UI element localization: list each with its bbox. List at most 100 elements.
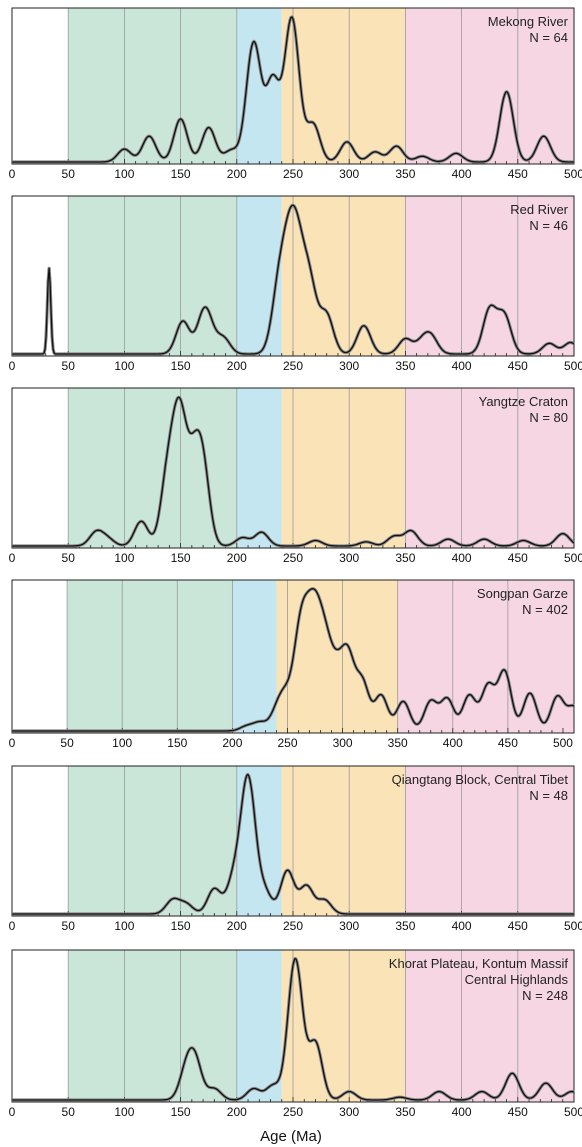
tick-label: 50 [62,167,76,181]
tick-label: 450 [508,167,528,181]
panel-4: 0 50 100 150 200 250 300 350 400 450 500 Songpan Ga… [9,579,575,750]
tick-label: 150 [171,551,191,565]
tick-label: 0 [9,167,16,181]
panel-label: Khorat Plateau, Kontum Massif [389,956,569,971]
panel-label: Central Highlands [465,972,569,987]
tick-label: 500 [564,167,582,181]
tick-label: 300 [339,551,359,565]
panel-label: N = 402 [522,602,568,617]
tick-label: 100 [114,359,134,373]
tick-label: 150 [171,919,191,933]
density-curve [12,204,575,355]
age-band-1 [67,580,233,733]
tick-label: 50 [62,359,76,373]
age-band-4 [405,388,574,548]
panel-label: Red River [510,202,568,217]
panel-label: Qiangtang Block, Central Tibet [392,772,569,787]
tick-label: 50 [62,919,76,933]
panel-label: N = 80 [529,410,568,425]
tick-label: 350 [395,551,415,565]
tick-label: 100 [114,167,134,181]
tick-label: 200 [227,551,247,565]
panel-label: N = 248 [522,988,568,1003]
tick-label: 100 [114,919,134,933]
tick-label: 200 [227,919,247,933]
tick-label: 300 [339,359,359,373]
tick-label: 450 [508,919,528,933]
age-band-2 [236,950,282,1102]
tick-label: 150 [167,736,187,750]
tick-label: 200 [227,359,247,373]
tick-label: 100 [114,1105,134,1119]
tick-label: 200 [227,167,247,181]
age-band-3 [281,196,406,356]
tick-label: 350 [395,919,415,933]
tick-label: 400 [452,919,472,933]
panel-label: N = 48 [529,788,568,803]
tick-label: 200 [227,1105,247,1119]
tick-label: 500 [564,919,582,933]
tick-label: 150 [171,1105,191,1119]
tick-label: 150 [171,167,191,181]
tick-label: 100 [114,551,134,565]
tick-label: 350 [388,736,408,750]
tick-label: 0 [9,919,16,933]
panel-5: 0 50 100 150 200 250 300 350 400 450 500 Qiangtang … [9,765,582,933]
density-curve [12,773,574,915]
tick-label: 200 [222,736,242,750]
tick-label: 100 [112,736,132,750]
tick-label: 400 [452,1105,472,1119]
tick-label: 400 [452,167,472,181]
panel-label: N = 64 [529,30,568,45]
age-band-4 [405,950,574,1102]
density-curve [12,957,575,1101]
tick-label: 500 [564,359,582,373]
age-band-2 [232,580,277,733]
age-band-2 [236,388,282,548]
tick-label: 400 [443,736,463,750]
panel-3: 0 50 100 150 200 250 300 350 400 450 500 Yangtze Cr… [9,387,582,565]
age-band-4 [405,196,574,356]
tick-label: 0 [9,551,16,565]
age-band-3 [281,950,406,1102]
tick-label: 450 [508,551,528,565]
tick-label: 350 [395,1105,415,1119]
density-curve [12,396,575,547]
age-band-1 [68,388,237,548]
tick-label: 450 [498,736,518,750]
tick-label: 500 [553,736,573,750]
tick-label: 150 [171,359,191,373]
tick-label: 400 [452,551,472,565]
age-band-2 [236,196,282,356]
tick-label: 50 [60,736,74,750]
age-band-3 [281,388,406,548]
panel-label: Songpan Garze [477,586,568,601]
age-band-1 [68,950,237,1102]
tick-label: 300 [333,736,353,750]
tick-label: 250 [283,167,303,181]
tick-label: 400 [452,359,472,373]
age-band-3 [276,580,398,733]
age-band-1 [68,196,237,356]
tick-label: 0 [9,1105,16,1119]
density-curve [12,588,575,732]
panel-label: N = 46 [529,218,568,233]
tick-label: 0 [9,359,16,373]
panel-label: Mekong River [488,14,569,29]
tick-label: 250 [277,736,297,750]
age-band-3 [281,766,406,916]
tick-label: 450 [508,1105,528,1119]
panel-frame [11,579,575,734]
tick-label: 350 [395,359,415,373]
x-axis-title: Age (Ma) [260,1128,322,1145]
age-band-2 [236,8,282,164]
panel-6: 0 50 100 150 200 250 300 350 400 450 500 Khorat Pla… [9,949,582,1119]
tick-label: 250 [283,919,303,933]
tick-label: 50 [62,551,76,565]
panel-2: 0 50 100 150 200 250 300 350 400 450 500 Red RiverN… [9,195,582,373]
tick-label: 0 [9,736,16,750]
tick-label: 350 [395,167,415,181]
tick-label: 250 [283,359,303,373]
tick-label: 450 [508,359,528,373]
